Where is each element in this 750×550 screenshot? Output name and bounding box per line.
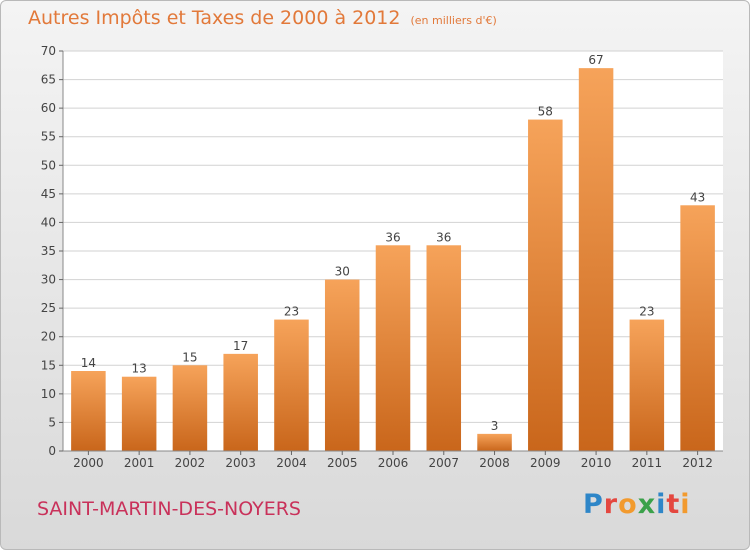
bar-value-label: 14 xyxy=(81,356,96,370)
y-tick-label: 10 xyxy=(41,387,56,401)
y-tick-label: 40 xyxy=(41,215,56,229)
bar-2008 xyxy=(477,433,512,451)
bar-2006 xyxy=(375,245,411,451)
chart-title: Autres Impôts et Taxes de 2000 à 2012 (en… xyxy=(28,7,497,29)
y-tick-label: 0 xyxy=(48,444,56,458)
y-tick-label: 15 xyxy=(41,358,56,372)
x-tick-label: 2004 xyxy=(276,456,307,470)
x-tick-label: 2000 xyxy=(73,456,104,470)
bar-2001 xyxy=(121,376,157,451)
bar-2011 xyxy=(629,319,665,451)
x-tick-label: 2001 xyxy=(124,456,155,470)
bar-2003 xyxy=(223,353,258,451)
y-tick-label: 50 xyxy=(41,158,56,172)
x-tick-label: 2009 xyxy=(530,456,561,470)
logo-letter: P xyxy=(583,489,604,520)
chart-title-unit: (en milliers d'€) xyxy=(410,14,497,27)
y-tick-label: 60 xyxy=(41,101,56,115)
logo-letter: o xyxy=(618,489,638,520)
y-tick-label: 25 xyxy=(41,301,56,315)
bar-2007 xyxy=(426,245,462,451)
x-tick-label: 2011 xyxy=(632,456,663,470)
proxiti-logo: Proxiti xyxy=(583,489,691,520)
y-tick-label: 35 xyxy=(41,244,56,258)
bar-value-label: 15 xyxy=(182,350,197,364)
bar-2010 xyxy=(578,68,614,452)
bar-2012 xyxy=(680,205,715,451)
logo-letter: x xyxy=(637,489,657,520)
y-tick-label: 65 xyxy=(41,73,56,87)
x-tick-label: 2002 xyxy=(175,456,206,470)
logo-letter: i xyxy=(656,489,667,520)
bar-value-label: 13 xyxy=(132,362,147,376)
place-name: SAINT-MARTIN-DES-NOYERS xyxy=(37,498,301,520)
y-tick-label: 20 xyxy=(41,330,56,344)
y-tick-label: 30 xyxy=(41,273,56,287)
bar-value-label: 23 xyxy=(639,305,654,319)
bar-2004 xyxy=(274,319,309,451)
x-tick-label: 2005 xyxy=(327,456,358,470)
x-tick-label: 2003 xyxy=(225,456,256,470)
y-axis-ticks: 0 5 10 15 20 25 30 35 40 45 50 55 60 65 70 xyxy=(41,44,63,458)
bar-value-label: 43 xyxy=(690,190,705,204)
bar-value-label: 3 xyxy=(491,419,499,433)
x-tick-label: 2007 xyxy=(428,456,459,470)
logo-letter: i xyxy=(680,489,691,520)
x-axis-ticks: 2000 2001 2002 2003 2004 2005 2006 2007 2008 2009… xyxy=(73,451,713,470)
bar-value-label: 17 xyxy=(233,339,248,353)
bar-value-label: 23 xyxy=(284,305,299,319)
bars: 14 13 15 17 23 30 36 36 3 58 67 23 43 xyxy=(71,53,715,452)
bar-2002 xyxy=(172,365,208,451)
bar-2005 xyxy=(324,279,360,451)
x-tick-label: 2008 xyxy=(479,456,510,470)
bar-2000 xyxy=(71,371,106,451)
chart-title-text: Autres Impôts et Taxes de 2000 à 2012 xyxy=(28,7,401,29)
bar-value-label: 36 xyxy=(385,230,400,244)
logo-letter: t xyxy=(666,489,681,520)
y-tick-label: 5 xyxy=(48,415,56,429)
bar-2009 xyxy=(528,119,563,452)
y-tick-label: 45 xyxy=(41,187,56,201)
x-tick-label: 2006 xyxy=(378,456,409,470)
bar-value-label: 36 xyxy=(436,230,451,244)
logo-letter: r xyxy=(603,489,619,520)
x-tick-label: 2012 xyxy=(682,456,713,470)
bar-value-label: 58 xyxy=(538,105,553,119)
y-tick-label: 70 xyxy=(41,44,56,58)
y-tick-label: 55 xyxy=(41,130,56,144)
x-tick-label: 2010 xyxy=(581,456,612,470)
bar-value-label: 30 xyxy=(335,265,350,279)
bar-value-label: 67 xyxy=(588,53,603,67)
